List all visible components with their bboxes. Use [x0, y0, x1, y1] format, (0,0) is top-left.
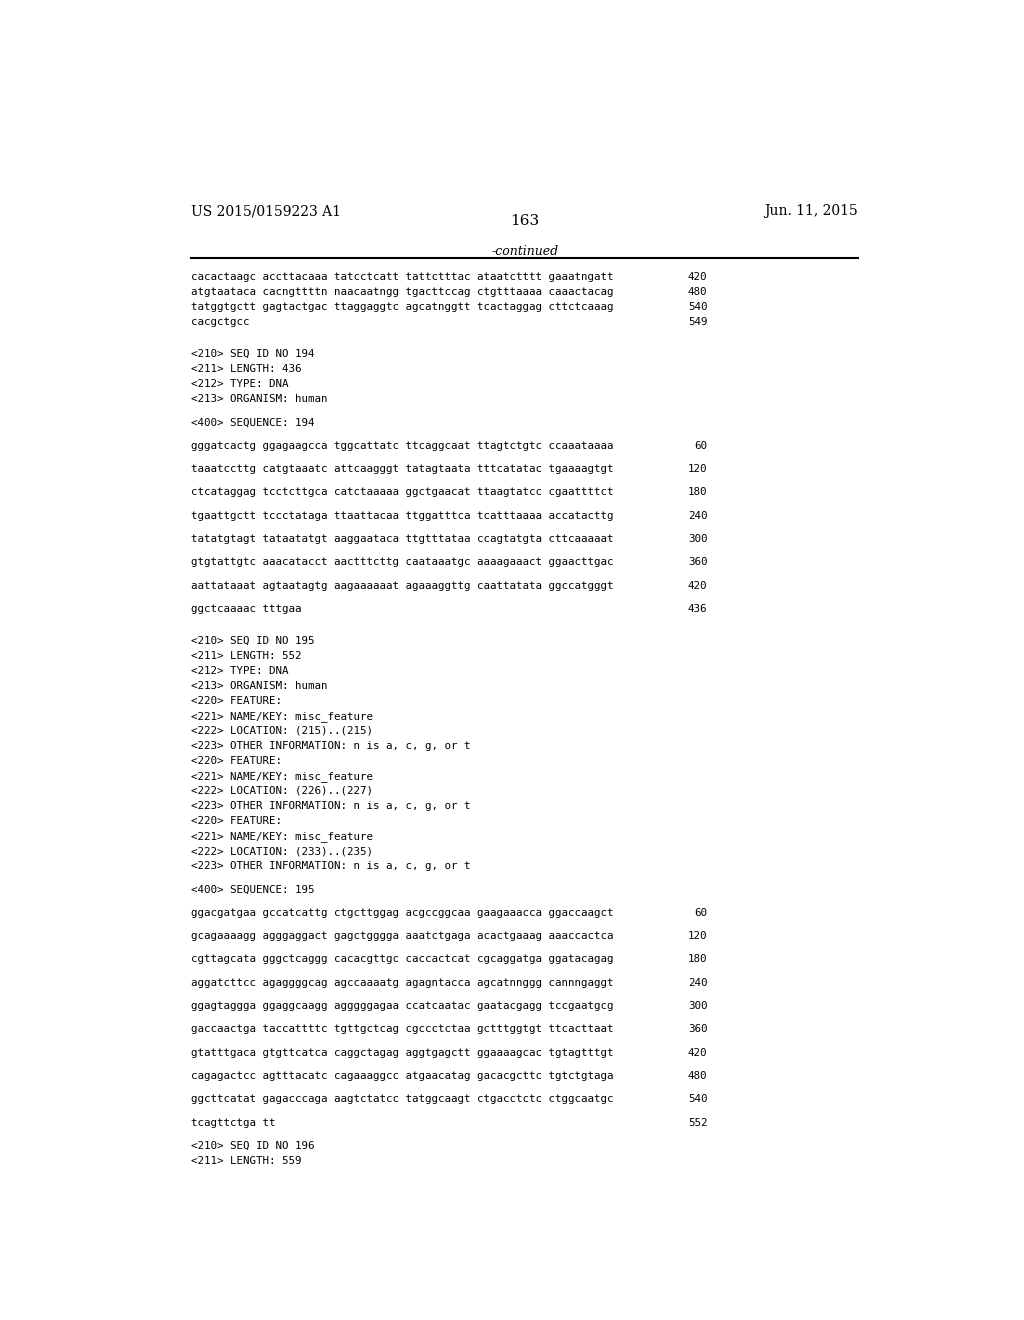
Text: tatatgtagt tataatatgt aaggaataca ttgtttataa ccagtatgta cttcaaaaat: tatatgtagt tataatatgt aaggaataca ttgttta… — [191, 535, 614, 544]
Text: <223> OTHER INFORMATION: n is a, c, g, or t: <223> OTHER INFORMATION: n is a, c, g, o… — [191, 801, 471, 810]
Text: <213> ORGANISM: human: <213> ORGANISM: human — [191, 395, 328, 404]
Text: <221> NAME/KEY: misc_feature: <221> NAME/KEY: misc_feature — [191, 832, 374, 842]
Text: atgtaataca cacngttttn naacaatngg tgacttccag ctgtttaaaa caaactacag: atgtaataca cacngttttn naacaatngg tgacttc… — [191, 288, 614, 297]
Text: 120: 120 — [688, 465, 708, 474]
Text: gtatttgaca gtgttcatca caggctagag aggtgagctt ggaaaagcac tgtagtttgt: gtatttgaca gtgttcatca caggctagag aggtgag… — [191, 1048, 614, 1057]
Text: <223> OTHER INFORMATION: n is a, c, g, or t: <223> OTHER INFORMATION: n is a, c, g, o… — [191, 741, 471, 751]
Text: 60: 60 — [694, 908, 708, 917]
Text: gaccaactga taccattttc tgttgctcag cgccctctaa gctttggtgt ttcacttaat: gaccaactga taccattttc tgttgctcag cgccctc… — [191, 1024, 614, 1035]
Text: cagagactcc agtttacatc cagaaaggcc atgaacatag gacacgcttc tgtctgtaga: cagagactcc agtttacatc cagaaaggcc atgaaca… — [191, 1071, 614, 1081]
Text: 480: 480 — [688, 1071, 708, 1081]
Text: <221> NAME/KEY: misc_feature: <221> NAME/KEY: misc_feature — [191, 710, 374, 722]
Text: 549: 549 — [688, 317, 708, 327]
Text: ctcataggag tcctcttgca catctaaaaa ggctgaacat ttaagtatcc cgaattttct: ctcataggag tcctcttgca catctaaaaa ggctgaa… — [191, 487, 614, 498]
Text: 300: 300 — [688, 535, 708, 544]
Text: <210> SEQ ID NO 196: <210> SEQ ID NO 196 — [191, 1140, 315, 1151]
Text: 240: 240 — [688, 511, 708, 520]
Text: tatggtgctt gagtactgac ttaggaggtc agcatnggtt tcactaggag cttctcaaag: tatggtgctt gagtactgac ttaggaggtc agcatng… — [191, 302, 614, 313]
Text: aggatcttcc agaggggcag agccaaaatg agagntacca agcatnnggg cannngaggt: aggatcttcc agaggggcag agccaaaatg agagnta… — [191, 978, 614, 987]
Text: ggagtaggga ggaggcaagg agggggagaa ccatcaatac gaatacgagg tccgaatgcg: ggagtaggga ggaggcaagg agggggagaa ccatcaa… — [191, 1001, 614, 1011]
Text: 420: 420 — [688, 1048, 708, 1057]
Text: cacactaagc accttacaaa tatcctcatt tattctttac ataatctttt gaaatngatt: cacactaagc accttacaaa tatcctcatt tattctt… — [191, 272, 614, 282]
Text: aattataaat agtaatagtg aagaaaaaat agaaaggttg caattatata ggccatgggt: aattataaat agtaatagtg aagaaaaaat agaaagg… — [191, 581, 614, 590]
Text: <221> NAME/KEY: misc_feature: <221> NAME/KEY: misc_feature — [191, 771, 374, 781]
Text: <222> LOCATION: (215)..(215): <222> LOCATION: (215)..(215) — [191, 726, 374, 735]
Text: <211> LENGTH: 552: <211> LENGTH: 552 — [191, 651, 302, 660]
Text: cgttagcata gggctcaggg cacacgttgc caccactcat cgcaggatga ggatacagag: cgttagcata gggctcaggg cacacgttgc caccact… — [191, 954, 614, 965]
Text: 360: 360 — [688, 557, 708, 568]
Text: 300: 300 — [688, 1001, 708, 1011]
Text: <210> SEQ ID NO 195: <210> SEQ ID NO 195 — [191, 635, 315, 645]
Text: 420: 420 — [688, 272, 708, 282]
Text: 163: 163 — [510, 214, 540, 228]
Text: 540: 540 — [688, 302, 708, 313]
Text: 420: 420 — [688, 581, 708, 590]
Text: 480: 480 — [688, 288, 708, 297]
Text: 180: 180 — [688, 954, 708, 965]
Text: taaatccttg catgtaaatc attcaagggt tatagtaata tttcatatac tgaaaagtgt: taaatccttg catgtaaatc attcaagggt tatagta… — [191, 465, 614, 474]
Text: 240: 240 — [688, 978, 708, 987]
Text: gtgtattgtc aaacatacct aactttcttg caataaatgc aaaagaaact ggaacttgac: gtgtattgtc aaacatacct aactttcttg caataaa… — [191, 557, 614, 568]
Text: 60: 60 — [694, 441, 708, 450]
Text: <220> FEATURE:: <220> FEATURE: — [191, 756, 283, 766]
Text: <213> ORGANISM: human: <213> ORGANISM: human — [191, 681, 328, 690]
Text: US 2015/0159223 A1: US 2015/0159223 A1 — [191, 205, 341, 218]
Text: <212> TYPE: DNA: <212> TYPE: DNA — [191, 665, 289, 676]
Text: <223> OTHER INFORMATION: n is a, c, g, or t: <223> OTHER INFORMATION: n is a, c, g, o… — [191, 861, 471, 871]
Text: ggcttcatat gagacccaga aagtctatcc tatggcaagt ctgacctctc ctggcaatgc: ggcttcatat gagacccaga aagtctatcc tatggca… — [191, 1094, 614, 1105]
Text: cacgctgcc: cacgctgcc — [191, 317, 250, 327]
Text: <211> LENGTH: 436: <211> LENGTH: 436 — [191, 364, 302, 374]
Text: <210> SEQ ID NO 194: <210> SEQ ID NO 194 — [191, 348, 315, 359]
Text: 436: 436 — [688, 605, 708, 614]
Text: <220> FEATURE:: <220> FEATURE: — [191, 816, 283, 826]
Text: <400> SEQUENCE: 194: <400> SEQUENCE: 194 — [191, 417, 315, 428]
Text: gcagaaaagg agggaggact gagctgggga aaatctgaga acactgaaag aaaccactca: gcagaaaagg agggaggact gagctgggga aaatctg… — [191, 931, 614, 941]
Text: -continued: -continued — [492, 244, 558, 257]
Text: 180: 180 — [688, 487, 708, 498]
Text: 552: 552 — [688, 1118, 708, 1127]
Text: tgaattgctt tccctataga ttaattacaa ttggatttca tcatttaaaa accatacttg: tgaattgctt tccctataga ttaattacaa ttggatt… — [191, 511, 614, 520]
Text: <212> TYPE: DNA: <212> TYPE: DNA — [191, 379, 289, 389]
Text: 540: 540 — [688, 1094, 708, 1105]
Text: gggatcactg ggagaagcca tggcattatc ttcaggcaat ttagtctgtc ccaaataaaa: gggatcactg ggagaagcca tggcattatc ttcaggc… — [191, 441, 614, 450]
Text: ggacgatgaa gccatcattg ctgcttggag acgccggcaa gaagaaacca ggaccaagct: ggacgatgaa gccatcattg ctgcttggag acgccgg… — [191, 908, 614, 917]
Text: ggctcaaaac tttgaa: ggctcaaaac tttgaa — [191, 605, 302, 614]
Text: <400> SEQUENCE: 195: <400> SEQUENCE: 195 — [191, 884, 315, 895]
Text: 120: 120 — [688, 931, 708, 941]
Text: <220> FEATURE:: <220> FEATURE: — [191, 696, 283, 706]
Text: <211> LENGTH: 559: <211> LENGTH: 559 — [191, 1156, 302, 1166]
Text: <222> LOCATION: (226)..(227): <222> LOCATION: (226)..(227) — [191, 785, 374, 796]
Text: 360: 360 — [688, 1024, 708, 1035]
Text: tcagttctga tt: tcagttctga tt — [191, 1118, 276, 1127]
Text: <222> LOCATION: (233)..(235): <222> LOCATION: (233)..(235) — [191, 846, 374, 857]
Text: Jun. 11, 2015: Jun. 11, 2015 — [764, 205, 858, 218]
